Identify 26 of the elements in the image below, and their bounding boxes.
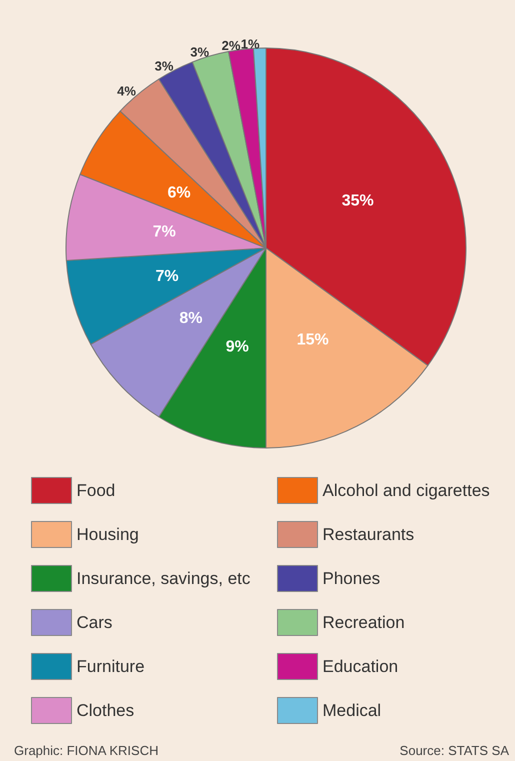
- data-label: 8%: [179, 310, 202, 328]
- data-label: 1%: [240, 36, 260, 52]
- legend-label: Restaurants: [322, 525, 414, 544]
- data-label: 4%: [117, 83, 136, 98]
- data-label: 7%: [152, 223, 176, 240]
- data-label: 7%: [156, 268, 179, 286]
- legend-label: Alcohol and cigarettes: [322, 481, 490, 500]
- legend-label: Insurance, savings, etc: [76, 569, 251, 588]
- data-label: 9%: [226, 338, 249, 356]
- legend-label: Cars: [76, 613, 112, 632]
- data-label: 6%: [167, 184, 191, 202]
- legend-label: Clothes: [76, 701, 134, 720]
- data-label: 35%: [342, 192, 374, 210]
- source-note: Source: STATS SA: [400, 743, 510, 758]
- text: Graphic: FIONA KRISCH: [14, 743, 158, 758]
- data-label: 15%: [296, 331, 329, 348]
- legend-label: Medical: [322, 701, 382, 720]
- data-label: 3%: [154, 58, 174, 74]
- legend-label: Furniture: [76, 657, 145, 676]
- data-label: 2%: [222, 38, 241, 54]
- legend-label: Housing: [76, 525, 139, 544]
- data-label: 3%: [190, 44, 210, 60]
- legend-label: Education: [322, 657, 398, 676]
- legend-label: Food: [76, 481, 116, 500]
- legend-label: Recreation: [322, 613, 405, 632]
- legend-label: Phones: [322, 569, 380, 588]
